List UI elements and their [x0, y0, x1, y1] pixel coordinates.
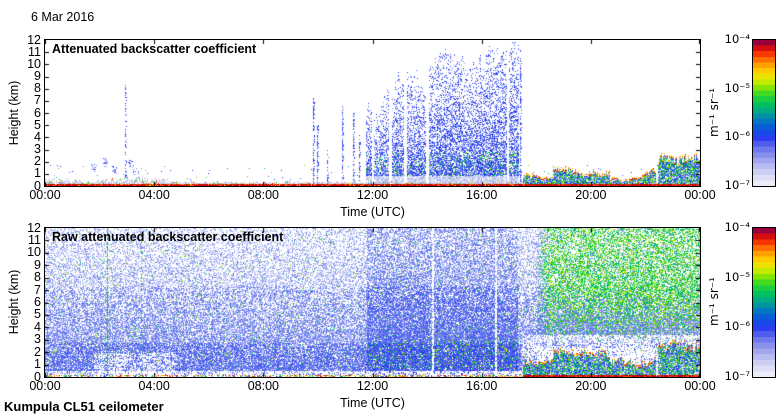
x-tick-label: 20:00 — [575, 379, 607, 393]
colorbar-tick-label: 10⁻⁵ — [724, 269, 750, 284]
top-colorbar-gradient — [753, 40, 775, 186]
x-tick-label: 20:00 — [575, 188, 607, 202]
x-tick-label: 04:00 — [138, 188, 170, 202]
y-tick-label: 10 — [27, 56, 41, 71]
attenuated-backscatter-panel: Attenuated backscatter coefficient — [44, 39, 701, 187]
y-tick-label: 9 — [34, 69, 41, 83]
y-tick-label: 0 — [34, 178, 41, 193]
x-tick-label: 00:00 — [29, 188, 61, 202]
bottom-y-axis-label: Height (km) — [6, 269, 21, 335]
y-tick-label: 2 — [34, 344, 41, 359]
y-tick-label: 9 — [34, 257, 41, 272]
y-tick-label: 4 — [34, 129, 41, 144]
y-tick-label: 1 — [34, 166, 41, 181]
top-x-axis-label: Time (UTC) — [340, 205, 405, 219]
y-tick-label: 3 — [34, 142, 41, 156]
y-tick-label: 11 — [28, 44, 41, 59]
colorbar-tick-label: 10⁻⁷ — [724, 178, 750, 192]
x-tick-label: 12:00 — [356, 188, 389, 202]
x-tick-label: 16:00 — [466, 188, 498, 202]
x-tick-label: 08:00 — [247, 188, 279, 202]
colorbar-tick-label: 10⁻⁶ — [724, 129, 750, 144]
y-tick-label: 6 — [34, 105, 41, 120]
x-tick-label: 04:00 — [138, 379, 170, 393]
y-tick-label: 8 — [34, 81, 41, 96]
bottom-x-axis-label: Time (UTC) — [340, 396, 405, 410]
bottom-panel-title: Raw attenuated backscatter coefficient — [52, 230, 284, 244]
colorbar-tick-label: 10⁻⁴ — [724, 32, 750, 46]
station-label: Kumpula CL51 ceilometer — [4, 399, 164, 414]
y-tick-label: 2 — [34, 154, 41, 169]
x-tick-label: 00:00 — [29, 379, 61, 393]
y-tick-label: 12 — [27, 32, 41, 47]
top-colorbar — [752, 39, 776, 187]
y-tick-label: 7 — [34, 282, 41, 297]
raw-backscatter-panel: Raw attenuated backscatter coefficient — [44, 227, 701, 378]
x-tick-label: 12:00 — [356, 379, 389, 393]
bottom-colorbar-unit-label: m⁻¹ sr⁻¹ — [707, 277, 722, 327]
y-tick-label: 1 — [34, 357, 41, 372]
x-tick-label: 00:00 — [684, 379, 716, 393]
y-tick-label: 0 — [34, 369, 41, 384]
colorbar-tick-label: 10⁻⁷ — [724, 369, 750, 383]
top-panel-title: Attenuated backscatter coefficient — [52, 42, 257, 56]
y-tick-label: 7 — [34, 93, 41, 108]
top-y-axis-label: Height (km) — [6, 80, 21, 146]
y-tick-label: 5 — [34, 307, 41, 322]
x-tick-label: 00:00 — [684, 188, 716, 202]
y-tick-label: 12 — [27, 220, 41, 235]
bottom-colorbar-gradient — [753, 228, 775, 377]
y-tick-label: 5 — [34, 117, 41, 132]
y-tick-label: 3 — [34, 332, 41, 347]
colorbar-tick-label: 10⁻⁵ — [724, 80, 750, 95]
bottom-colorbar — [752, 227, 776, 378]
raw-backscatter-heatmap — [45, 228, 700, 377]
y-tick-label: 11 — [28, 232, 41, 247]
colorbar-tick-label: 10⁻⁴ — [724, 220, 750, 234]
y-tick-label: 10 — [27, 245, 41, 260]
x-tick-label: 08:00 — [247, 379, 279, 393]
colorbar-tick-label: 10⁻⁶ — [724, 319, 750, 334]
y-tick-label: 8 — [34, 270, 41, 285]
top-colorbar-unit-label: m⁻¹ sr⁻¹ — [707, 88, 722, 138]
x-tick-label: 16:00 — [466, 379, 498, 393]
y-tick-label: 6 — [34, 295, 41, 309]
attenuated-backscatter-heatmap — [45, 40, 700, 186]
y-tick-label: 4 — [34, 319, 41, 334]
date-label: 6 Mar 2016 — [31, 10, 95, 24]
